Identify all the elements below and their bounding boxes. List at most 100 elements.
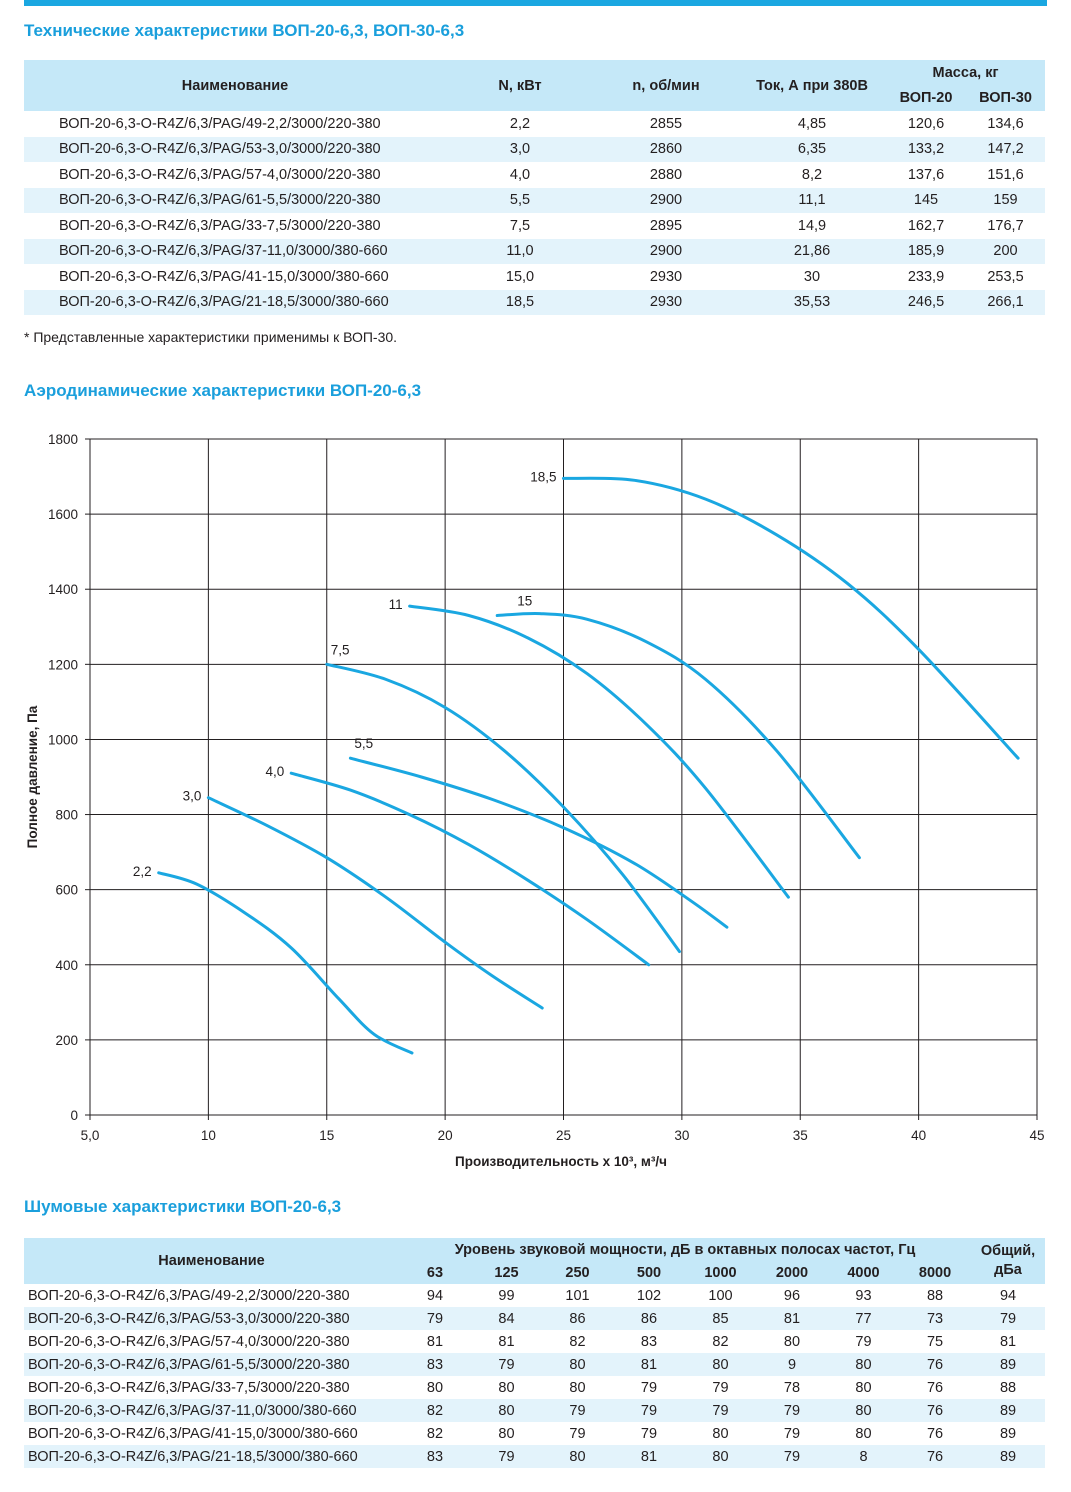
noise-section-title: Шумовые характеристики ВОП-20-6,3 [24,1197,342,1216]
cell-model-name: ВОП-20-6,3-O-R4Z/6,3/PAG/61-5,5/3000/220… [24,187,446,213]
cell-value: 133,2 [886,136,966,162]
cell-value: 83 [640,1333,658,1350]
cell-model-name: ВОП-20-6,3-O-R4Z/6,3/PAG/37-11,0/3000/38… [24,238,446,264]
cell-model-name: ВОП-20-6,3-O-R4Z/6,3/PAG/37-11,0/3000/38… [24,1399,399,1422]
cell-value: 3,0 [446,136,594,162]
series-curve-0 [157,871,414,1055]
cell-model-name: ВОП-20-6,3-O-R4Z/6,3/PAG/61-5,5/3000/220… [24,1353,399,1376]
band-header: 4000 [828,1261,899,1284]
band-header: 63 [399,1261,471,1284]
cell-value: 79 [399,1307,471,1330]
cell-value: 80 [426,1379,444,1396]
cell-value: 80 [712,1425,729,1442]
table-row: ВОП-20-6,3-O-R4Z/6,3/PAG/41-15,0/3000/38… [24,1422,1045,1445]
x-tick-label: 40 [911,1128,926,1143]
cell-value: 81 [426,1333,444,1350]
cell-value: 246,5 [886,289,966,315]
cell-value: 85 [685,1307,756,1330]
cell-value: 81 [498,1333,515,1350]
cell-value: 79 [712,1379,729,1396]
cell-value: 11,1 [738,187,886,213]
series-label: 18,5 [530,469,556,484]
header-rpm: n, об/мин [594,60,738,111]
cell-value: 9 [756,1353,828,1376]
cell-value: 83 [399,1353,471,1376]
cell-value: 86 [613,1307,685,1330]
cell-value: 35,53 [738,289,886,315]
cell-value: 2860 [594,136,738,162]
table-row: ВОП-20-6,3-O-R4Z/6,3/PAG/49-2,2/3000/220… [24,1284,1045,1307]
aerodynamic-chart: 5,0 10 15 20 25 30 35 40 45 0 200 400 600 800 1000 1200… [25,432,1045,1169]
cell-value: 30 [803,268,821,285]
table-row: ВОП-20-6,3-O-R4Z/6,3/PAG/37-11,0/3000/38… [24,238,1046,264]
band-header: 8000 [899,1261,972,1284]
cell-value: 101 [565,1287,590,1304]
cell-value: 79 [471,1445,542,1468]
cell-value: 81 [756,1307,828,1330]
cell-value: 2880 [649,166,683,183]
cell-model-name: ВОП-20-6,3-O-R4Z/6,3/PAG/49-2,2/3000/220… [28,1287,350,1304]
cell-value: 79 [569,1425,586,1442]
cell-model-name: ВОП-20-6,3-O-R4Z/6,3/PAG/57-4,0/3000/220… [28,1333,350,1350]
cell-value: 233,9 [907,268,945,285]
series-label: 11 [389,597,403,612]
cell-value: 80 [498,1425,515,1442]
cell-value: 185,9 [886,238,966,264]
series-curve-1 [206,796,544,1010]
x-tick-label: 25 [556,1128,571,1143]
cell-value: 94 [999,1287,1017,1304]
cell-value: 8 [828,1445,899,1468]
cell-value: 4,0 [509,166,531,183]
cell-value: 266,1 [966,289,1046,315]
cell-value: 151,6 [987,166,1024,183]
series-curve-7 [562,476,1020,760]
cell-value: 82 [399,1399,471,1422]
cell-value: 81 [999,1333,1017,1350]
series-label: 5,5 [354,736,373,751]
cell-model-name: ВОП-20-6,3-O-R4Z/6,3/PAG/41-15,0/3000/38… [59,268,389,285]
footnote: * Представленные характеристики применим… [24,329,398,345]
aero-section-title: Аэродинамические характеристики ВОП-20-6… [24,381,422,400]
series-label: 3,0 [183,789,202,804]
table-row: ВОП-20-6,3-O-R4Z/6,3/PAG/41-15,0/3000/38… [24,264,1045,290]
x-tick-label: 10 [201,1128,216,1143]
cell-value: 7,5 [509,217,531,234]
header-power: N, кВт [446,60,594,111]
cell-value: 21,86 [738,238,886,264]
cell-value: 134,6 [987,115,1024,132]
cell-value: 80 [828,1353,899,1376]
cell-value: 80 [855,1379,872,1396]
x-axis-label: Производительность х 10³, м³/ч [455,1154,667,1169]
cell-value: 159 [966,187,1046,213]
cell-value: 88 [926,1287,944,1304]
cell-value: 80 [685,1445,756,1468]
series-curve-5 [408,604,790,899]
cell-value: 80 [498,1379,515,1396]
cell-value: 76 [899,1353,972,1376]
cell-value: 2895 [649,217,683,234]
y-tick-label: 1200 [48,657,78,672]
cell-value: 79 [640,1425,658,1442]
cell-value: 79 [685,1399,756,1422]
band-header: 1000 [685,1261,756,1284]
cell-model-name: ВОП-20-6,3-O-R4Z/6,3/PAG/53-3,0/3000/220… [24,1307,399,1330]
x-tick-label: 45 [1029,1128,1044,1143]
cell-model-name: ВОП-20-6,3-O-R4Z/6,3/PAG/57-4,0/3000/220… [59,166,381,183]
cell-value: 79 [756,1445,828,1468]
cell-value: 89 [971,1445,1046,1468]
cell-value: 2,2 [509,115,531,132]
cell-value: 79 [471,1353,542,1376]
series-label: 15 [517,594,532,609]
cell-model-name: ВОП-20-6,3-O-R4Z/6,3/PAG/49-2,2/3000/220… [59,115,381,132]
y-tick-label: 1800 [48,432,78,447]
cell-model-name: ВОП-20-6,3-O-R4Z/6,3/PAG/33-7,5/3000/220… [59,217,381,234]
cell-value: 76 [899,1445,972,1468]
table-row: ВОП-20-6,3-O-R4Z/6,3/PAG/33-7,5/3000/220… [24,213,1045,239]
tech-section-title: Технические характеристики ВОП-20-6,3, В… [24,21,465,40]
x-tick-label: 15 [319,1128,334,1143]
cell-value: 94 [426,1287,444,1304]
x-tick-label: 30 [674,1128,689,1143]
table-row: ВОП-20-6,3-O-R4Z/6,3/PAG/57-4,0/3000/220… [24,1330,1045,1353]
cell-value: 82 [712,1333,729,1350]
cell-value: 80 [542,1353,613,1376]
